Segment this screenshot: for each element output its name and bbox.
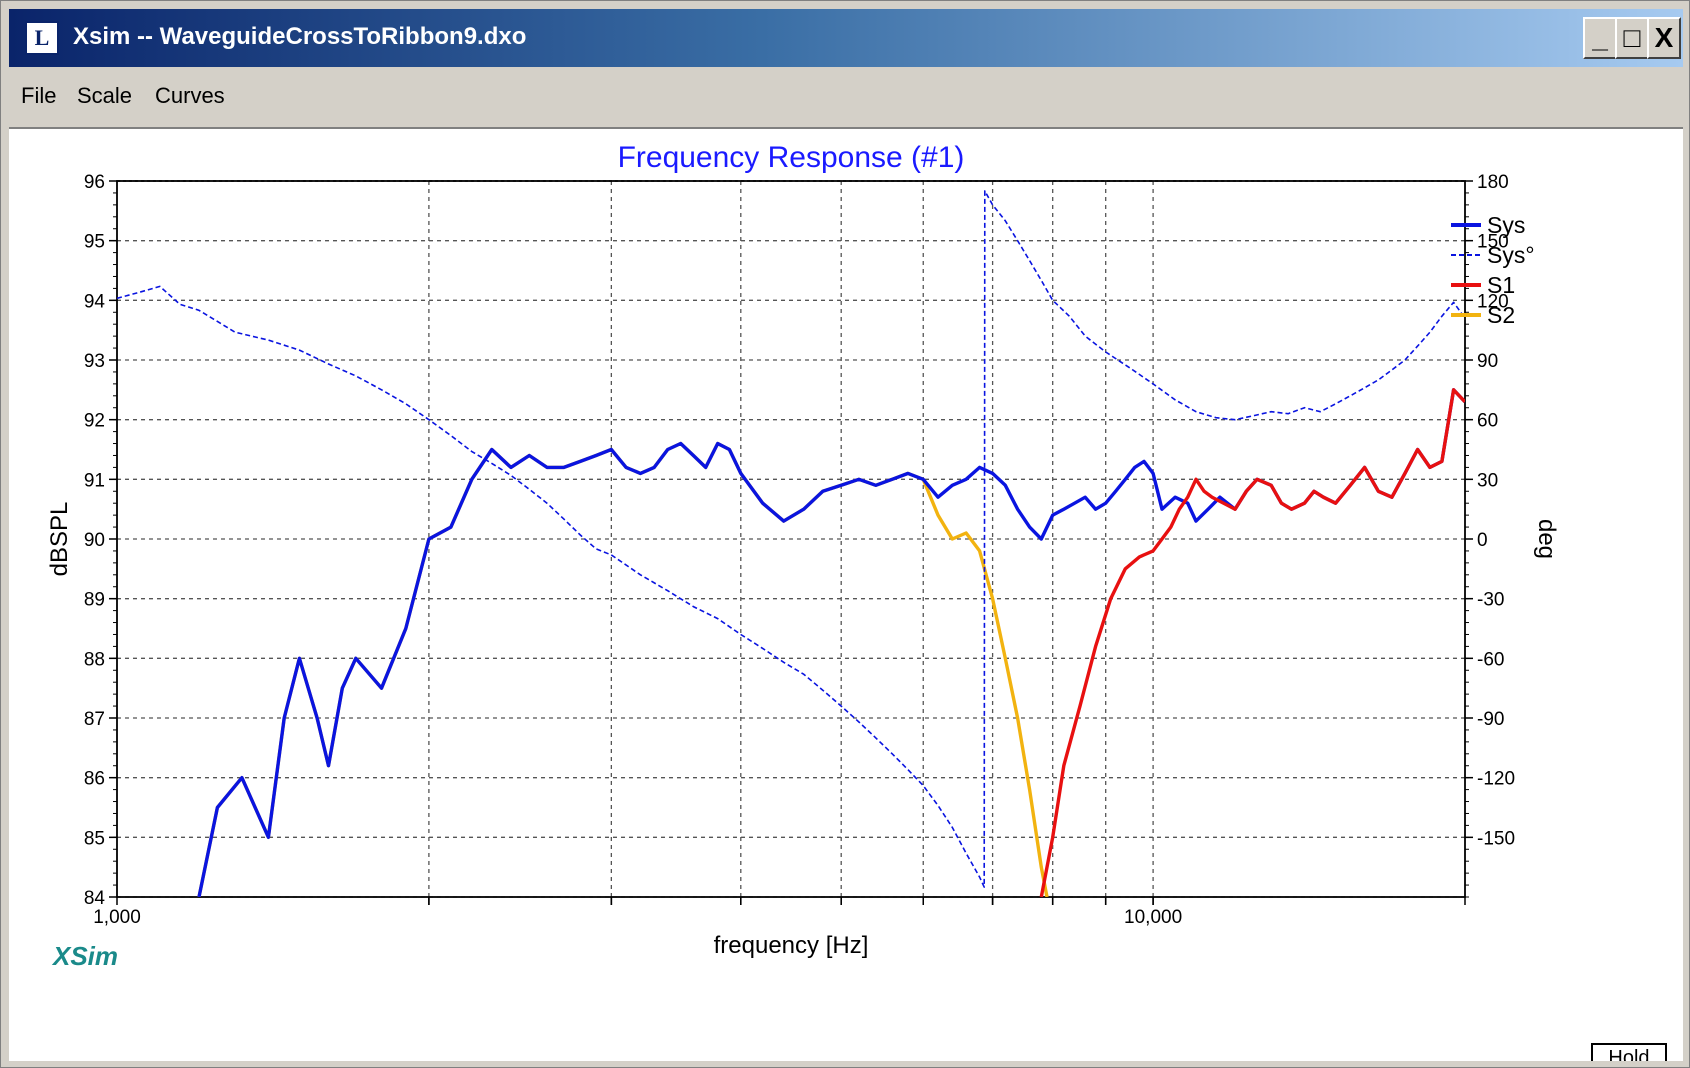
y-tick-label: 91 — [84, 470, 105, 491]
series-line-s1 — [1039, 388, 1465, 897]
y-axis-label: dBSPL — [46, 502, 73, 577]
y2-tick-label: 0 — [1477, 530, 1488, 551]
series-line-s2 — [197, 441, 1049, 897]
y2-tick-label: 120 — [1477, 291, 1509, 312]
legend-label-4: S2 — [1487, 302, 1515, 328]
legend-label-3: S1 — [1487, 272, 1515, 298]
y-tick-label: 84 — [84, 888, 106, 909]
y2-tick-label: -90 — [1477, 709, 1504, 730]
series-line-sys — [197, 388, 1465, 897]
y2-tick-label: 150 — [1477, 232, 1509, 253]
xsim-logo: XSim — [51, 941, 118, 971]
y2-tick-label: 90 — [1477, 351, 1498, 372]
series-line-sys-phase — [117, 190, 1465, 888]
y-tick-label: 92 — [84, 411, 105, 432]
y-tick-label: 88 — [84, 649, 105, 670]
menu-scale[interactable]: Scale — [77, 83, 133, 108]
x-tick-label: 1,000 — [93, 907, 141, 928]
y-tick-label: 96 — [84, 172, 105, 193]
y-tick-label: 94 — [84, 291, 106, 312]
y-tick-label: 95 — [84, 232, 105, 253]
legend-label-1: Sys — [1487, 212, 1525, 238]
chart-area: Frequency Response (#1) 84 85 86 87 88 89 90 91 9… — [9, 127, 1683, 1061]
y2-tick-label: 30 — [1477, 470, 1498, 491]
y-tick-label: 86 — [84, 769, 105, 790]
frequency-response-chart: Frequency Response (#1) 84 85 86 87 88 89 90 91 9… — [46, 141, 1560, 971]
title-bar[interactable]: L Xsim -- WaveguideCrossToRibbon9.dxo _ … — [9, 9, 1683, 67]
y2-tick-label: -120 — [1477, 769, 1515, 790]
chart-title: Frequency Response (#1) — [618, 141, 965, 174]
close-button[interactable]: X — [1647, 17, 1681, 59]
menu-curves[interactable]: Curves — [155, 83, 225, 108]
y-tick-label: 87 — [84, 709, 105, 730]
y2-tick-label: -30 — [1477, 590, 1504, 611]
hold-button[interactable]: Hold — [1591, 1043, 1667, 1061]
x-axis-label: frequency [Hz] — [714, 932, 869, 959]
y2-tick-label: 60 — [1477, 411, 1498, 432]
xsim-app-icon[interactable]: L — [25, 21, 59, 55]
window-title: Xsim -- WaveguideCrossToRibbon9.dxo — [73, 23, 527, 50]
maximize-button[interactable]: □ — [1615, 17, 1649, 59]
menu-file[interactable]: File — [21, 83, 57, 108]
menu-bar: File Scale Curves — [9, 67, 1683, 127]
y2-tick-label: -150 — [1477, 828, 1515, 849]
y-tick-label: 89 — [84, 590, 105, 611]
y2-tick-label: 180 — [1477, 172, 1509, 193]
y-tick-label: 93 — [84, 351, 105, 372]
y-tick-label: 90 — [84, 530, 105, 551]
minimize-button[interactable]: _ — [1583, 17, 1617, 59]
y-tick-label: 85 — [84, 828, 105, 849]
legend-label-2: Sys° — [1487, 242, 1535, 268]
y2-tick-label: -60 — [1477, 649, 1504, 670]
x-tick-label: 10,000 — [1124, 907, 1182, 928]
y2-axis-label: deg — [1533, 519, 1560, 559]
